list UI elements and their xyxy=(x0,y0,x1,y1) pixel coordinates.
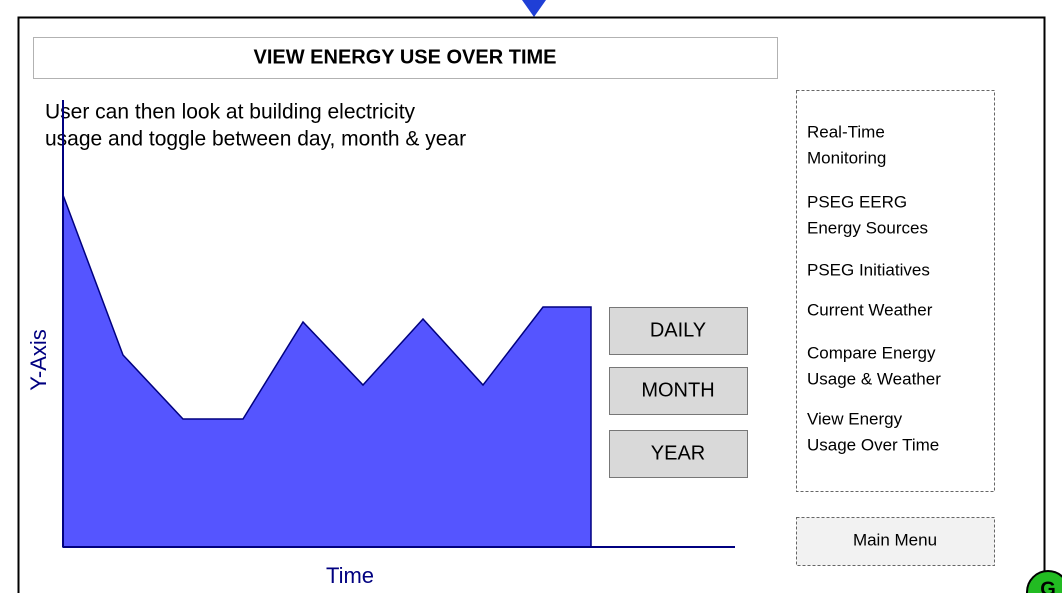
toggle-button[interactable] xyxy=(609,307,748,355)
toggle-button-label[interactable]: YEAR xyxy=(651,442,705,464)
menu-item[interactable]: PSEG EERG xyxy=(807,192,907,211)
menu-item[interactable]: Usage & Weather xyxy=(807,369,941,388)
menu-item[interactable]: Compare Energy xyxy=(807,343,936,362)
menu-item[interactable]: Energy Sources xyxy=(807,218,928,237)
side-menu xyxy=(796,90,995,492)
nav-arrow xyxy=(522,0,546,17)
x-axis-label: Time xyxy=(326,563,374,588)
description-line: usage and toggle between day, month & ye… xyxy=(45,128,466,151)
toggle-button[interactable] xyxy=(609,430,748,478)
badge-label: G xyxy=(1040,578,1056,593)
main-menu-label[interactable]: Main Menu xyxy=(853,530,937,549)
menu-item[interactable]: Real-Time xyxy=(807,122,885,141)
description-line: User can then look at building electrici… xyxy=(45,101,416,124)
badge xyxy=(1026,570,1062,593)
toggle-button-label[interactable]: MONTH xyxy=(641,379,714,401)
menu-item[interactable]: PSEG Initiatives xyxy=(807,260,930,279)
main-menu-button[interactable] xyxy=(796,517,995,566)
y-axis-label: Y-Axis xyxy=(26,329,51,391)
toggle-button[interactable] xyxy=(609,367,748,415)
menu-item[interactable]: Current Weather xyxy=(807,300,933,319)
area-sketch xyxy=(62,194,592,548)
menu-item[interactable]: Usage Over Time xyxy=(807,435,939,454)
title: VIEW ENERGY USE OVER TIME xyxy=(253,46,556,68)
toggle-button-label[interactable]: DAILY xyxy=(650,319,706,341)
frame xyxy=(17,16,1046,593)
menu-item[interactable]: View Energy xyxy=(807,409,903,428)
title-box xyxy=(33,37,778,79)
menu-item[interactable]: Monitoring xyxy=(807,148,886,167)
